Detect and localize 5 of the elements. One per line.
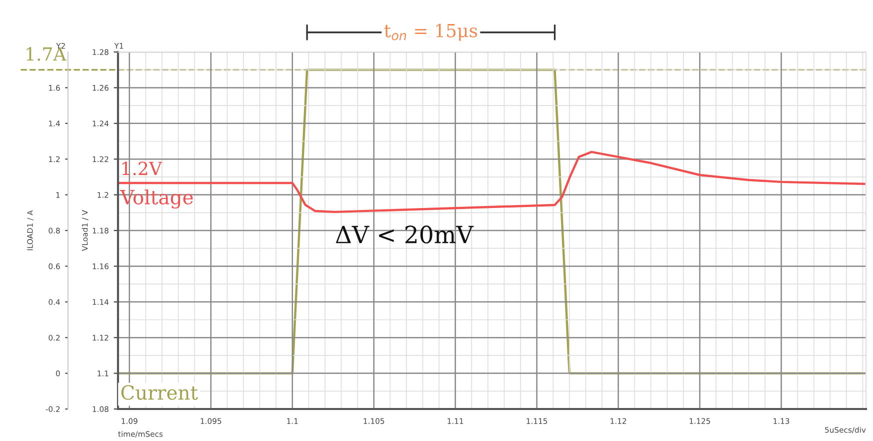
annotation: ΔV < 20mV (336, 226, 474, 244)
line-series (118, 150, 866, 214)
annotation: Current (121, 385, 198, 400)
ref-line-label: 1.7A (26, 47, 66, 61)
text: t$_{on}$ = 15μs (384, 24, 478, 41)
